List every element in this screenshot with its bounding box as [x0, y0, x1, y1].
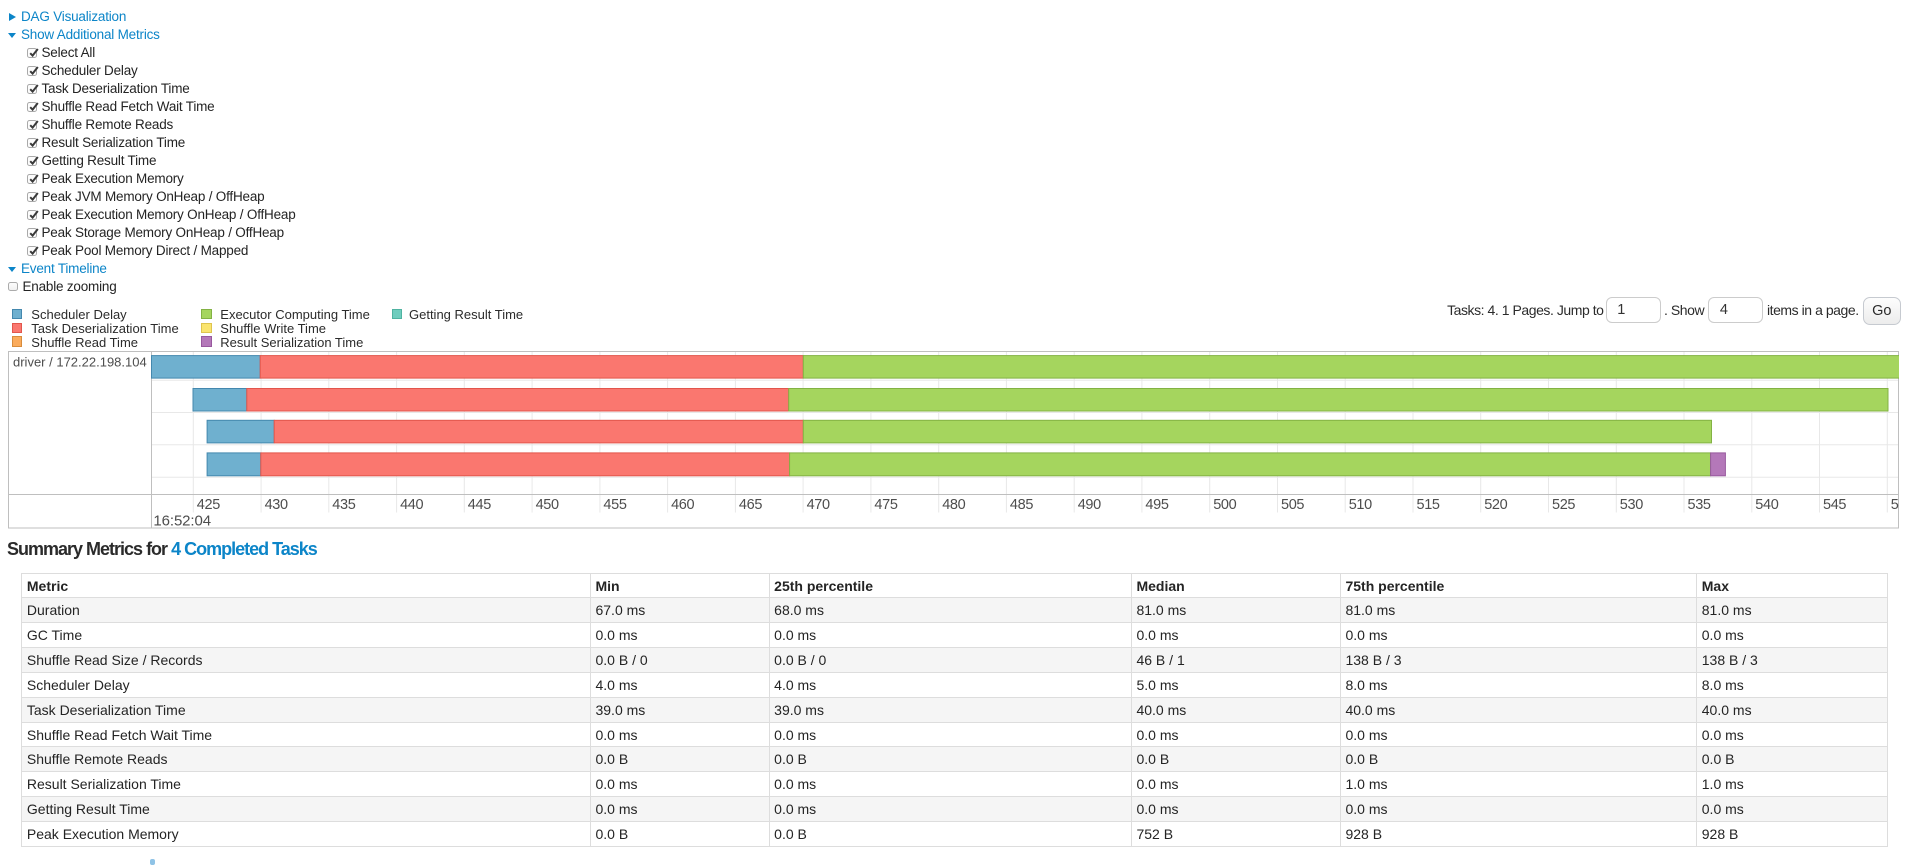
- svg-text:440: 440: [400, 497, 423, 513]
- svg-text:520: 520: [1484, 497, 1507, 513]
- svg-text:535: 535: [1688, 497, 1711, 513]
- svg-text:500: 500: [1213, 497, 1236, 513]
- svg-text:driver / 172.22.198.104: driver / 172.22.198.104: [13, 354, 147, 369]
- svg-text:485: 485: [1010, 497, 1033, 513]
- svg-text:16:52:04: 16:52:04: [153, 512, 211, 528]
- svg-text:470: 470: [807, 497, 830, 513]
- svg-text:455: 455: [603, 497, 626, 513]
- svg-text:450: 450: [536, 497, 559, 513]
- svg-text:445: 445: [468, 497, 491, 513]
- svg-text:465: 465: [739, 497, 762, 513]
- svg-text:475: 475: [874, 497, 897, 513]
- svg-text:530: 530: [1620, 497, 1643, 513]
- svg-text:510: 510: [1349, 497, 1372, 513]
- svg-text:540: 540: [1755, 497, 1778, 513]
- svg-text:515: 515: [1417, 497, 1440, 513]
- svg-text:525: 525: [1552, 497, 1575, 513]
- svg-text:425: 425: [197, 497, 220, 513]
- svg-text:505: 505: [1281, 497, 1304, 513]
- svg-text:480: 480: [942, 497, 965, 513]
- svg-text:495: 495: [1145, 497, 1168, 513]
- svg-text:460: 460: [671, 497, 694, 513]
- svg-text:435: 435: [332, 497, 355, 513]
- svg-text:550: 550: [1891, 497, 1899, 513]
- svg-text:430: 430: [265, 497, 288, 513]
- svg-text:545: 545: [1823, 497, 1846, 513]
- svg-text:490: 490: [1078, 497, 1101, 513]
